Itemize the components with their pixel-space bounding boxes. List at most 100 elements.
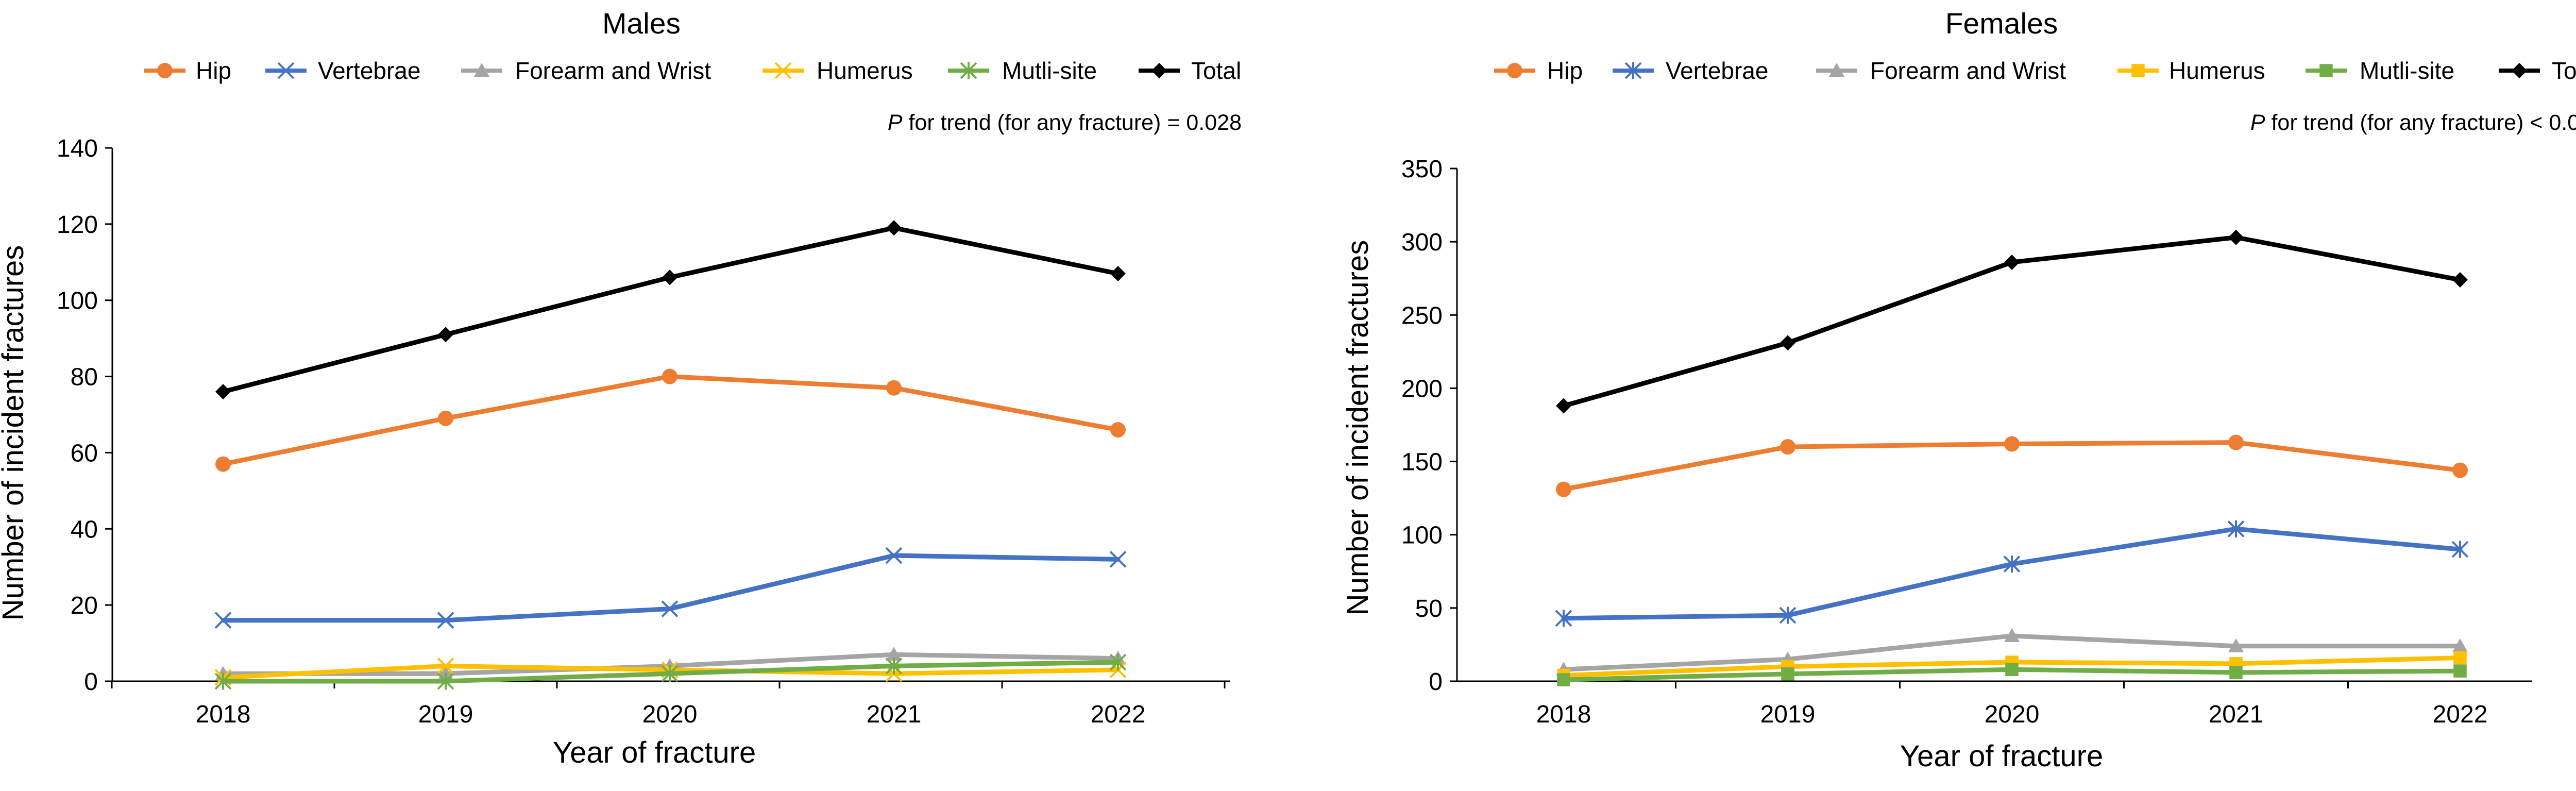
legend-label: Hip — [1547, 57, 1583, 84]
y-tick-label: 150 — [1401, 449, 1443, 476]
legend-marker — [1624, 62, 1642, 79]
series-total — [1556, 229, 2468, 414]
legend: Hip Vertebrae Forearm and Wrist Humerus Mutl… — [144, 57, 1241, 84]
y-tick-label: 0 — [84, 668, 98, 696]
x-tick-label: 2021 — [867, 701, 922, 728]
series-hip — [215, 368, 1126, 472]
legend-marker — [1151, 63, 1167, 78]
data-point — [2004, 628, 2020, 642]
legend-item-mutli-site: Mutli-site — [2306, 57, 2454, 84]
legend-item-mutli-site: Mutli-site — [948, 57, 1097, 84]
legend-marker — [774, 62, 792, 79]
series-line — [221, 225, 1121, 394]
plot-area — [214, 220, 1127, 690]
y-tick-label: 100 — [57, 288, 98, 315]
data-point — [662, 368, 677, 384]
data-point — [662, 270, 677, 285]
data-point — [2004, 436, 2020, 452]
x-tick-label: 2018 — [196, 701, 251, 728]
data-point — [2005, 663, 2019, 677]
legend-marker — [277, 62, 295, 79]
axes: 0 50 100 150 200 250 300 350 2018 2019 2020 2021 202… — [1401, 156, 2532, 728]
data-point — [1781, 667, 1794, 681]
legend-item-total: Total — [2499, 57, 2576, 84]
legend-marker — [157, 63, 173, 78]
series-mutli-site — [1557, 663, 2467, 686]
x-tick-label: 2022 — [2433, 701, 2488, 728]
data-point — [1110, 422, 1126, 438]
males-chart: Males Number of incident fractures Year … — [0, 7, 1242, 769]
females-chart: Females Number of incident fractures Yea… — [1341, 7, 2576, 773]
series-total — [215, 220, 1126, 400]
data-point — [437, 612, 454, 629]
x-tick-label: 2020 — [642, 701, 698, 728]
legend-marker — [1829, 63, 1844, 77]
trend-annotation: P for trend (for any fracture) < 0.001 — [2250, 110, 2576, 135]
legend-label: Vertebrae — [318, 57, 420, 84]
data-point — [661, 665, 679, 682]
y-axis-label: Number of incident fractures — [1341, 240, 1375, 616]
x-axis-label: Year of fracture — [1900, 739, 2103, 773]
legend-marker — [2131, 64, 2145, 77]
data-point — [2453, 664, 2467, 678]
legend-label: Humerus — [817, 57, 913, 84]
axes: 0 20 40 60 80 100 120 140 2018 2019 2020 2021 2022 — [57, 135, 1230, 728]
legend-label: Total — [2552, 57, 2576, 84]
legend-item-total: Total — [1139, 57, 1241, 84]
data-point — [661, 600, 679, 617]
data-point — [1555, 610, 1572, 627]
y-tick-label: 50 — [1415, 595, 1443, 622]
y-tick-label: 40 — [71, 516, 98, 543]
legend-marker — [2512, 63, 2527, 78]
data-point — [1109, 653, 1127, 671]
legend-label: Forearm and Wrist — [1870, 57, 2066, 84]
data-point — [214, 612, 232, 629]
x-axis-label: Year of fracture — [553, 736, 756, 769]
y-tick-label: 100 — [1401, 522, 1443, 549]
x-tick-label: 2020 — [1985, 701, 2040, 728]
y-tick-label: 350 — [1401, 156, 1443, 183]
y-tick-label: 300 — [1401, 229, 1443, 256]
plot-area — [1555, 229, 2469, 686]
legend-label: Mutli-site — [1002, 57, 1097, 84]
chart-title: Females — [1945, 7, 2058, 40]
series-line — [221, 374, 1121, 467]
y-tick-label: 200 — [1401, 375, 1443, 402]
data-point — [2228, 229, 2244, 245]
legend-label: Forearm and Wrist — [515, 57, 711, 84]
data-point — [886, 380, 902, 396]
data-point — [2228, 638, 2244, 652]
y-tick-label: 0 — [1429, 668, 1443, 696]
y-tick-label: 20 — [71, 592, 98, 619]
legend-item-forearm-and-wrist: Forearm and Wrist — [1816, 57, 2066, 84]
legend-item-humerus: Humerus — [762, 57, 913, 84]
annotation-text: for trend (for any fracture) = 0.028 — [903, 110, 1242, 135]
series-vertebrae — [214, 547, 1127, 629]
data-point — [886, 220, 902, 236]
legend-item-hip: Hip — [1494, 57, 1583, 84]
legend-item-humerus: Humerus — [2117, 57, 2265, 84]
legend-label: Hip — [196, 57, 231, 84]
legend-item-hip: Hip — [144, 57, 231, 84]
y-tick-label: 120 — [57, 211, 98, 239]
annotation-p: P — [888, 110, 903, 135]
legend-marker — [1507, 63, 1522, 78]
data-point — [2452, 462, 2468, 478]
y-tick-label: 140 — [57, 135, 98, 162]
data-point — [1779, 607, 1797, 624]
x-tick-label: 2022 — [1091, 701, 1146, 728]
legend: Hip Vertebrae Forearm and Wrist Humerus Mutl… — [1494, 57, 2576, 84]
legend-label: Humerus — [2169, 57, 2265, 84]
y-tick-label: 80 — [71, 364, 98, 391]
data-point — [215, 456, 231, 472]
data-point — [2229, 666, 2243, 679]
data-point — [438, 410, 453, 426]
y-axis-label: Number of incident fractures — [0, 245, 30, 621]
legend-label: Mutli-site — [2360, 57, 2454, 84]
data-point — [1780, 439, 1795, 455]
annotation-text: for trend (for any fracture) < 0.001 — [2265, 110, 2576, 135]
legend-label: Vertebrae — [1666, 57, 1768, 84]
annotation-p: P — [2250, 110, 2265, 135]
x-tick-label: 2021 — [2209, 701, 2264, 728]
